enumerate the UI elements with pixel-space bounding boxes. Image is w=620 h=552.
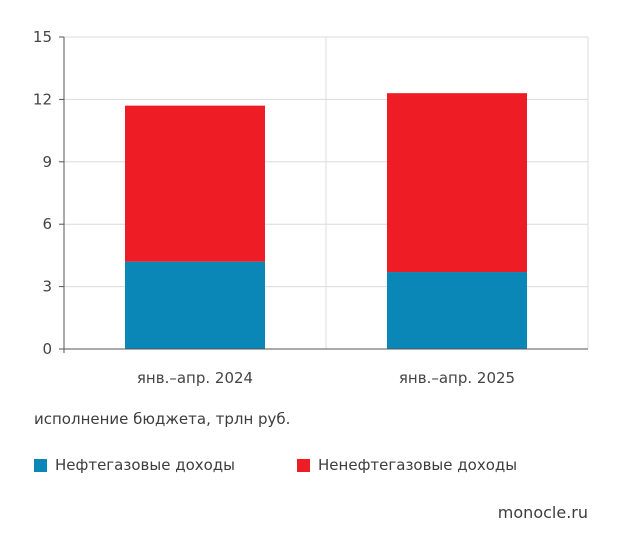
legend: Нефтегазовые доходы Ненефтегазовые доход… <box>34 456 517 474</box>
legend-label-non-oil-gas: Ненефтегазовые доходы <box>318 456 518 474</box>
source-label: monocle.ru <box>497 503 588 522</box>
legend-label-oil-gas: Нефтегазовые доходы <box>55 456 236 474</box>
y-tick-label: 3 <box>42 278 52 296</box>
y-tick-label: 15 <box>33 28 52 46</box>
bar-oil-gas-1 <box>125 261 265 349</box>
legend-item-non-oil-gas: Ненефтегазовые доходы <box>297 456 517 474</box>
x-tick-label: янв.–апр. 2024 <box>137 369 253 387</box>
y-tick-label: 0 <box>42 340 52 358</box>
bars <box>125 93 527 349</box>
bar-non-oil-gas-2 <box>387 93 527 273</box>
y-tick-label: 9 <box>42 153 52 171</box>
y-tick-label: 12 <box>33 90 52 108</box>
legend-item-oil-gas: Нефтегазовые доходы <box>34 456 235 474</box>
bar-non-oil-gas-1 <box>125 105 265 262</box>
y-tick-label: 6 <box>42 215 52 233</box>
legend-swatch-oil-gas <box>34 458 47 472</box>
axis-caption: исполнение бюджета, трлн руб. <box>34 410 291 428</box>
legend-swatch-non-oil-gas <box>297 458 311 472</box>
x-tick-label: янв.–апр. 2025 <box>399 369 515 387</box>
axes: 0 3 6 9 12 15 янв.–апр. 2024 янв.–апр. 2025 <box>33 28 588 387</box>
stacked-bar-chart: 0 3 6 9 12 15 янв.–апр. 2024 янв.–апр. 2025 <box>33 28 589 387</box>
bar-oil-gas-2 <box>387 272 527 349</box>
